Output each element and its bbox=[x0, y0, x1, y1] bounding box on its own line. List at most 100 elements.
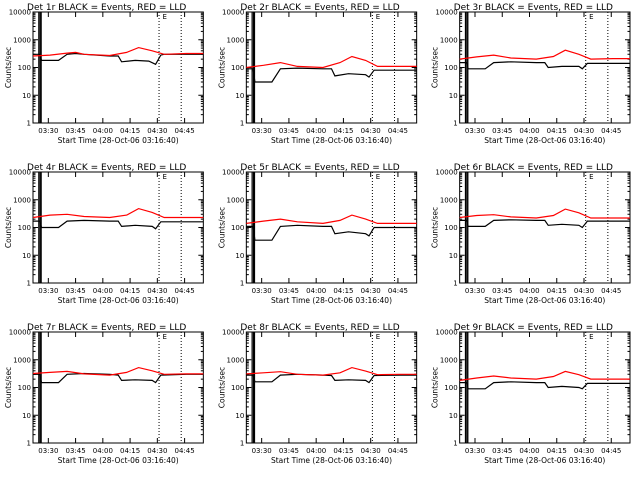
detector-panel-6: Det 6r BLACK = Events, RED = LLD 1 10 100 10… bbox=[431, 163, 631, 305]
detector-panel-8: Det 8r BLACK = Events, RED = LLD 1 10 100 10… bbox=[217, 323, 418, 465]
y-tick-label: 10 bbox=[235, 92, 244, 100]
plot-frame bbox=[245, 331, 418, 444]
panel-title: Det 9r BLACK = Events, RED = LLD bbox=[454, 323, 613, 333]
e-marker: E bbox=[589, 333, 593, 341]
events-series-line bbox=[246, 373, 417, 384]
plot-frame bbox=[245, 11, 418, 124]
y-axis-label: Counts/sec bbox=[217, 47, 226, 88]
events-series-line bbox=[459, 61, 630, 70]
x-axis-label: Start Time (28-Oct-06 03:16:40) bbox=[484, 456, 605, 465]
events-series-line bbox=[33, 219, 204, 230]
x-tick-label: 03:30 bbox=[38, 447, 58, 455]
x-tick-label: 03:45 bbox=[492, 447, 512, 455]
x-tick-label: 03:30 bbox=[465, 127, 485, 135]
y-tick-label: 10 bbox=[22, 92, 31, 100]
x-axis-label: Start Time (28-Oct-06 03:16:40) bbox=[271, 296, 392, 305]
y-axis-label: Counts/sec bbox=[4, 47, 13, 88]
x-tick-label: 04:15 bbox=[120, 287, 140, 295]
x-tick-label: 04:15 bbox=[547, 287, 567, 295]
lld-series-line bbox=[459, 49, 630, 60]
x-tick-label: 04:15 bbox=[547, 447, 567, 455]
e-marker: E bbox=[376, 13, 380, 21]
y-tick-label: 1 bbox=[453, 280, 457, 288]
x-tick-label: 04:45 bbox=[601, 127, 621, 135]
y-tick-label: 1 bbox=[240, 440, 244, 448]
x-tick-label: 03:30 bbox=[465, 447, 485, 455]
y-tick-label: 100 bbox=[444, 224, 457, 232]
lld-series-line bbox=[246, 366, 417, 376]
e-marker: E bbox=[162, 13, 166, 21]
detector-panel-4: Det 4r BLACK = Events, RED = LLD 1 10 100 10… bbox=[4, 163, 204, 305]
detector-panel-7: Det 7r BLACK = Events, RED = LLD 1 10 100 10… bbox=[4, 323, 204, 465]
y-axis-label: Counts/sec bbox=[431, 367, 440, 408]
panel-title: Det 5r BLACK = Events, RED = LLD bbox=[240, 163, 399, 173]
x-tick-label: 04:45 bbox=[601, 447, 621, 455]
x-tick-label: 03:45 bbox=[279, 127, 299, 135]
x-tick-label: 04:30 bbox=[574, 127, 594, 135]
x-axis-label: Start Time (28-Oct-06 03:16:40) bbox=[58, 296, 179, 305]
x-axis-label: Start Time (28-Oct-06 03:16:40) bbox=[58, 456, 179, 465]
x-tick-label: 04:30 bbox=[574, 447, 594, 455]
y-tick-label: 10000 bbox=[9, 169, 31, 177]
y-tick-label: 1000 bbox=[13, 356, 31, 364]
y-tick-label: 1000 bbox=[440, 356, 458, 364]
y-tick-label: 100 bbox=[18, 64, 31, 72]
events-series-line bbox=[33, 372, 204, 384]
x-tick-label: 04:45 bbox=[601, 287, 621, 295]
panel-title: Det 7r BLACK = Events, RED = LLD bbox=[27, 323, 186, 333]
x-tick-label: 04:15 bbox=[333, 287, 353, 295]
y-tick-label: 100 bbox=[444, 384, 457, 392]
x-tick-label: 04:30 bbox=[147, 287, 167, 295]
x-tick-label: 04:00 bbox=[93, 287, 113, 295]
x-axis-label: Start Time (28-Oct-06 03:16:40) bbox=[58, 136, 179, 145]
lld-series-line bbox=[459, 370, 630, 381]
plot-frame bbox=[32, 11, 204, 124]
lld-series-line bbox=[32, 207, 204, 219]
x-tick-label: 04:00 bbox=[519, 287, 539, 295]
y-tick-label: 10 bbox=[235, 412, 244, 420]
y-tick-label: 1 bbox=[27, 280, 31, 288]
e-marker: E bbox=[162, 333, 166, 341]
lld-series-line bbox=[32, 46, 204, 57]
x-tick-label: 03:45 bbox=[279, 287, 299, 295]
y-tick-label: 10 bbox=[449, 92, 458, 100]
y-tick-label: 100 bbox=[18, 384, 31, 392]
y-tick-label: 1 bbox=[453, 440, 457, 448]
y-axis-label: Counts/sec bbox=[217, 367, 226, 408]
lld-series-line bbox=[32, 366, 204, 376]
y-tick-label: 100 bbox=[18, 224, 31, 232]
x-tick-label: 03:30 bbox=[252, 447, 272, 455]
x-tick-label: 03:45 bbox=[492, 287, 512, 295]
x-tick-label: 04:45 bbox=[175, 287, 195, 295]
lld-series-line bbox=[246, 214, 417, 225]
plot-frame bbox=[459, 11, 631, 124]
x-tick-label: 04:00 bbox=[93, 447, 113, 455]
x-tick-label: 03:45 bbox=[65, 447, 85, 455]
y-tick-label: 10000 bbox=[222, 329, 244, 337]
x-tick-label: 03:45 bbox=[492, 127, 512, 135]
y-tick-label: 1 bbox=[240, 280, 244, 288]
plot-frame bbox=[459, 331, 631, 444]
x-tick-label: 04:45 bbox=[388, 447, 408, 455]
e-marker: E bbox=[589, 13, 593, 21]
y-axis-label: Counts/sec bbox=[431, 47, 440, 88]
y-tick-label: 100 bbox=[231, 224, 244, 232]
y-tick-label: 1000 bbox=[13, 196, 31, 204]
x-tick-label: 03:30 bbox=[252, 287, 272, 295]
y-axis-label: Counts/sec bbox=[217, 207, 226, 248]
x-tick-label: 03:30 bbox=[252, 127, 272, 135]
e-marker: E bbox=[589, 173, 593, 181]
y-tick-label: 10 bbox=[22, 412, 31, 420]
e-marker: E bbox=[376, 333, 380, 341]
panel-title: Det 8r BLACK = Events, RED = LLD bbox=[240, 323, 399, 333]
x-tick-label: 04:30 bbox=[361, 447, 381, 455]
x-tick-label: 04:30 bbox=[147, 447, 167, 455]
x-tick-label: 04:00 bbox=[519, 127, 539, 135]
y-axis-label: Counts/sec bbox=[431, 207, 440, 248]
y-tick-label: 100 bbox=[231, 64, 244, 72]
x-tick-label: 04:00 bbox=[306, 127, 326, 135]
x-tick-label: 04:45 bbox=[388, 127, 408, 135]
x-axis-label: Start Time (28-Oct-06 03:16:40) bbox=[271, 456, 392, 465]
y-tick-label: 10 bbox=[22, 252, 31, 260]
